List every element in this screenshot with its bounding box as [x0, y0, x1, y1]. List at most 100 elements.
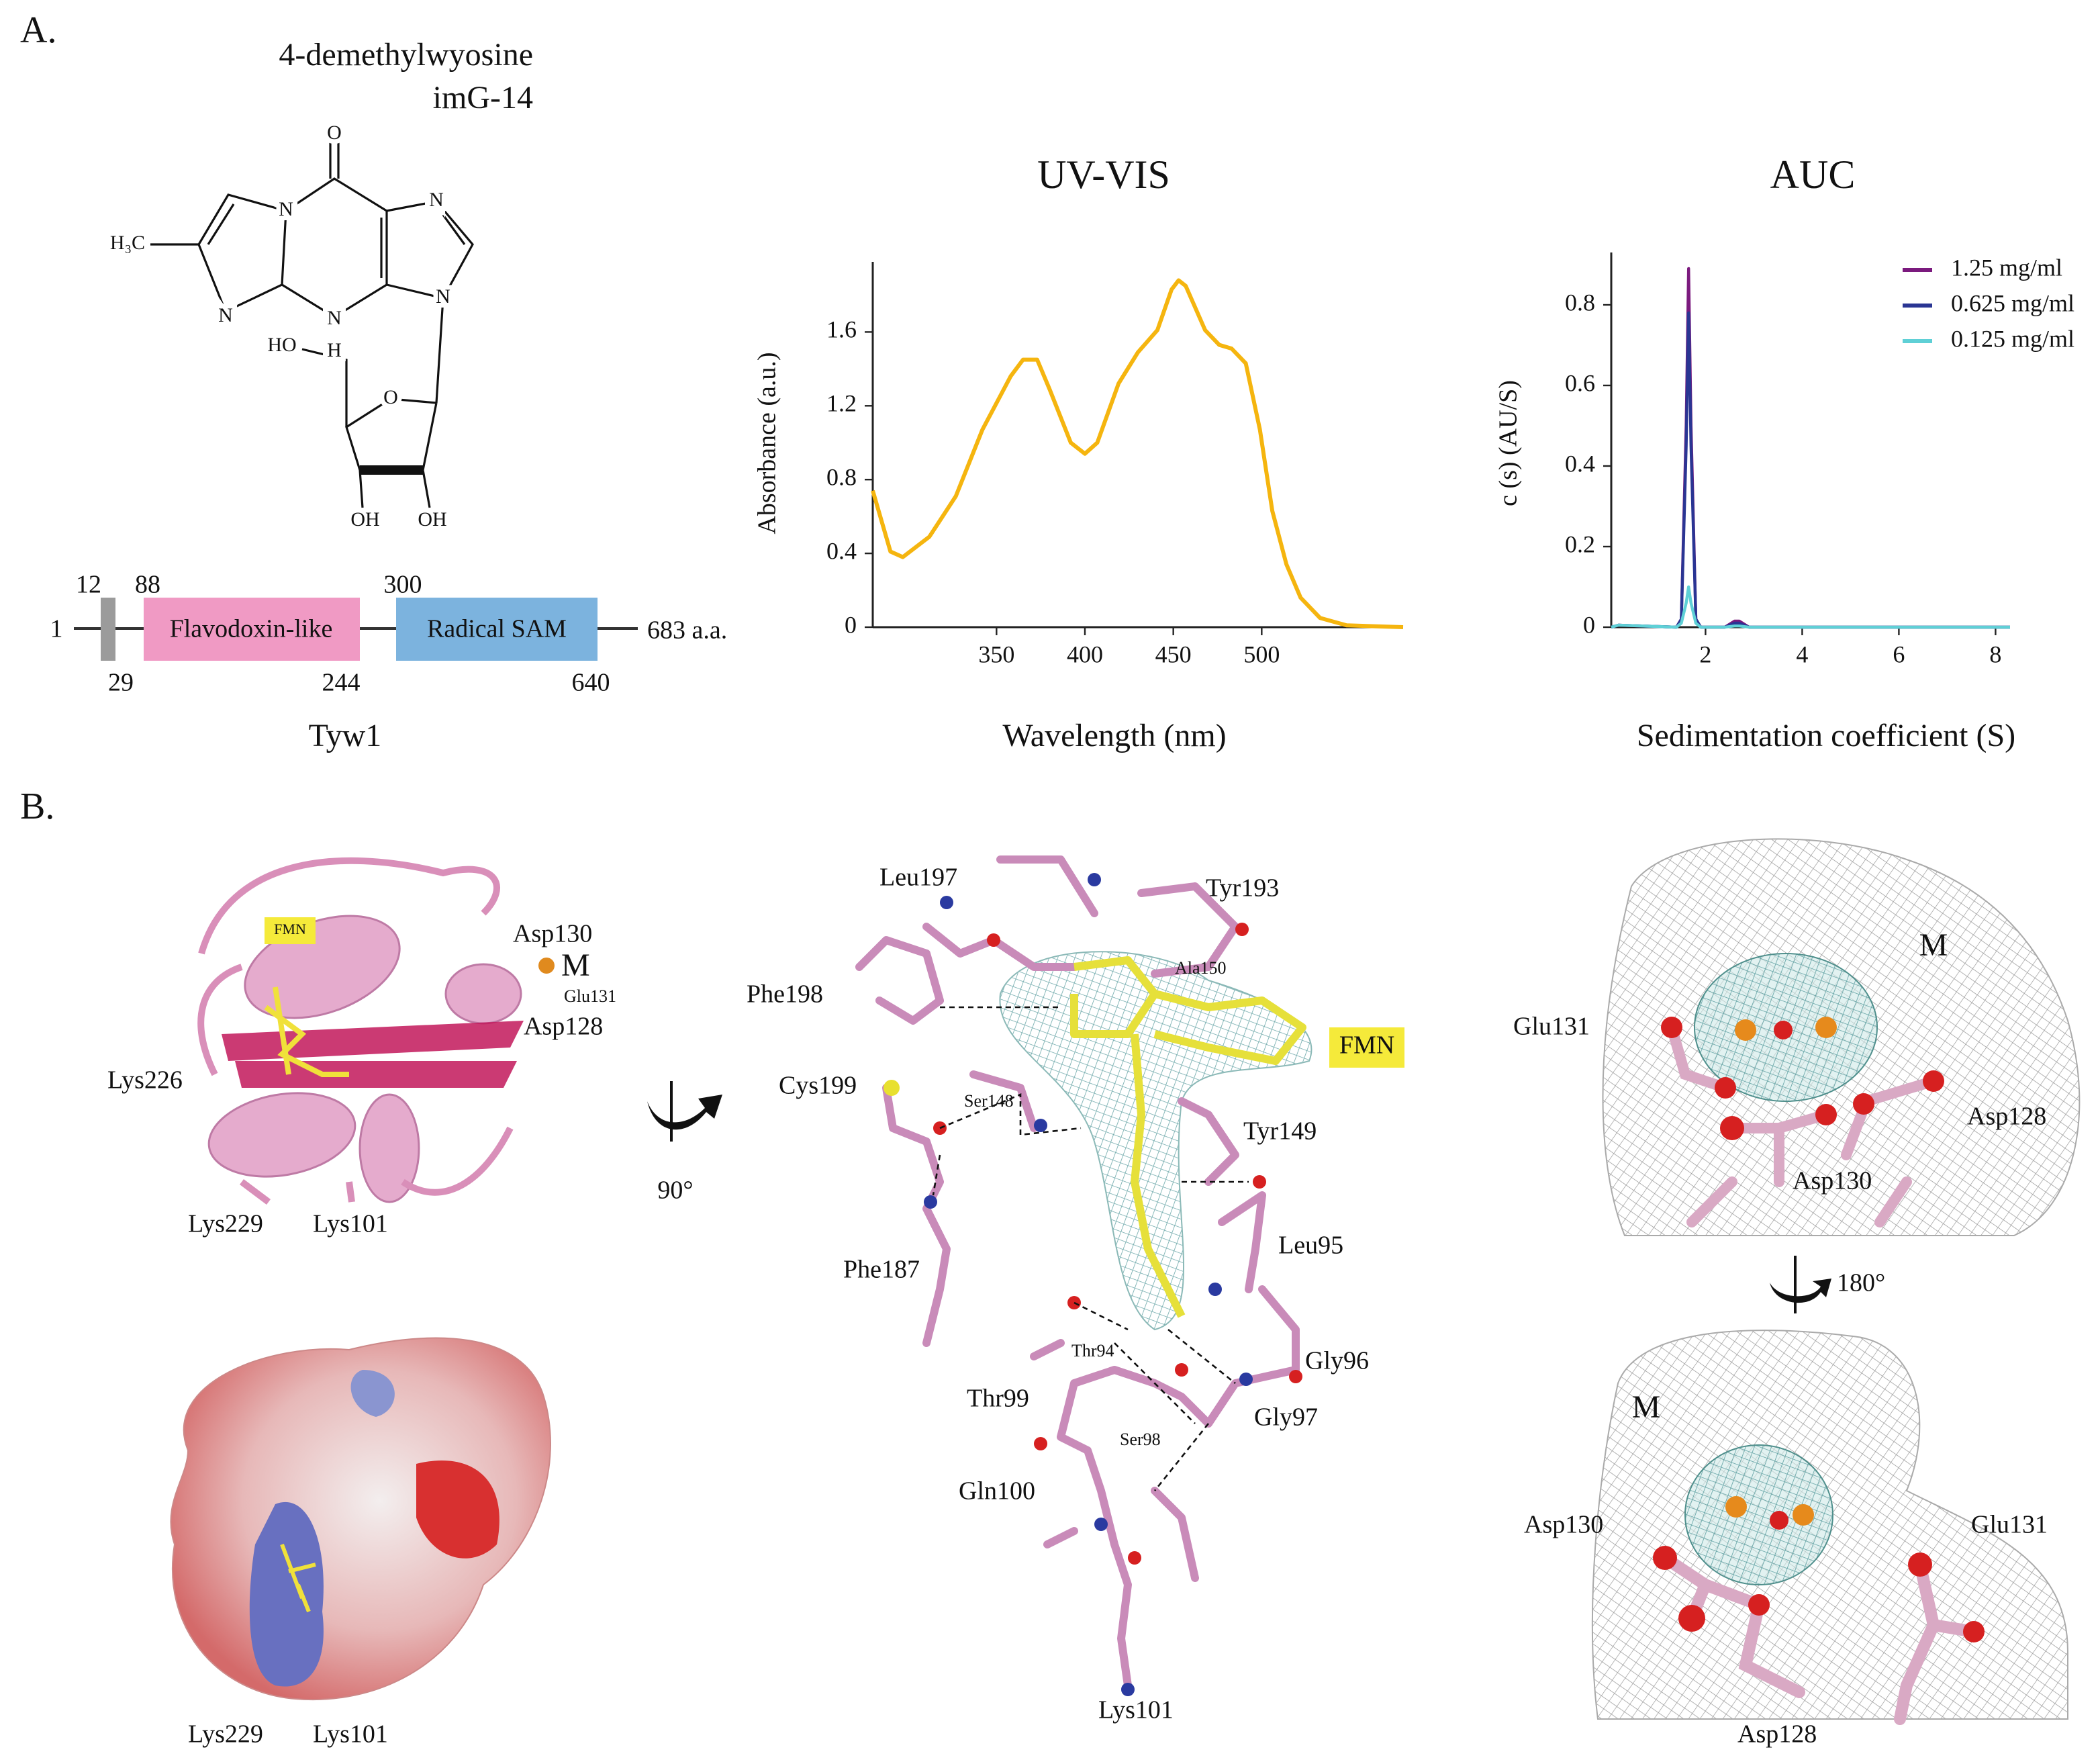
y-tick-label: 0.4	[826, 537, 857, 564]
structure-label: M	[561, 947, 590, 983]
y-tick-label: 0.8	[826, 463, 857, 490]
residue-label: Tyr193	[1206, 874, 1279, 902]
structure-label: Lys229	[188, 1720, 263, 1749]
x-tick-label: 8	[1989, 641, 2001, 667]
domain-start: 300	[384, 571, 422, 599]
panel-label: B.	[20, 786, 54, 827]
cartoon-structure	[197, 857, 555, 1205]
atom: N	[327, 307, 342, 329]
molecule-name: 4-demethylwyosine	[279, 37, 533, 73]
site-label: Glu131	[1971, 1511, 2048, 1539]
structure-label: Lys101	[313, 1210, 388, 1238]
rotation-label: 180°	[1837, 1269, 1885, 1297]
data-line	[1611, 311, 2010, 629]
residue-label: Gly96	[1305, 1347, 1369, 1375]
metal-site-bottom	[1591, 1330, 2068, 1725]
rotation-arrow	[647, 1081, 722, 1142]
seq-end: 683 a.a.	[647, 616, 727, 645]
residue-label: Gly97	[1254, 1403, 1318, 1432]
residue-label: Gln100	[959, 1477, 1035, 1505]
x-tick-label: 6	[1893, 641, 1905, 667]
x-tick-label: 350	[978, 641, 1014, 667]
molecule-code: imG-14	[433, 80, 533, 115]
structure-label: Asp130	[513, 920, 592, 948]
segment-start: 12	[76, 571, 101, 599]
active-site-structure	[855, 855, 1404, 1696]
segment-end: 29	[108, 669, 134, 697]
domain-end: 640	[572, 669, 610, 697]
site-label: M	[1919, 927, 1948, 963]
y-tick-label: 0	[1583, 611, 1595, 638]
x-tick-label: 2	[1699, 641, 1711, 667]
residue-label: Phe198	[747, 980, 823, 1009]
legend-label: 0.125 mg/ml	[1951, 325, 2074, 352]
x-axis-label: Wavelength (nm)	[1002, 718, 1226, 753]
molecule-bonds	[150, 140, 474, 508]
data-line	[1611, 267, 2010, 629]
data-line	[1611, 585, 2010, 629]
y-tick-label: 0.6	[1565, 369, 1595, 396]
y-axis-label: c (s) (AU/S)	[1494, 380, 1523, 506]
structure-label: Lys101	[313, 1720, 388, 1749]
domain-start: 88	[135, 571, 160, 599]
residue-label: Lys101	[1098, 1696, 1174, 1724]
structure-label: Asp128	[524, 1013, 603, 1041]
x-tick-label: 450	[1155, 641, 1192, 667]
seq-start: 1	[50, 615, 63, 643]
y-tick-label: 1.6	[826, 316, 857, 343]
protein-name: Tyw1	[309, 718, 382, 753]
site-label: Asp128	[1967, 1103, 2046, 1131]
x-tick-label: 4	[1796, 641, 1808, 667]
chart-title: AUC	[1770, 152, 1856, 197]
atom: H	[327, 339, 342, 361]
y-tick-label: 0	[845, 611, 857, 638]
atom: OH	[418, 508, 446, 530]
residue-label: Ser98	[1120, 1430, 1161, 1449]
residue-label: FMN	[1339, 1031, 1394, 1060]
data-line	[871, 278, 1404, 629]
atom: O	[327, 122, 342, 144]
domain-end: 244	[322, 669, 361, 697]
residue-label: Leu197	[879, 864, 957, 892]
x-axis-label: Sedimentation coefficient (S)	[1637, 718, 2015, 753]
site-label: Asp130	[1524, 1511, 1603, 1539]
atom: N	[279, 198, 293, 220]
x-tick-label: 500	[1243, 641, 1280, 667]
atom: OH	[350, 508, 379, 530]
atom: N	[436, 285, 450, 308]
y-tick-label: 0.8	[1565, 289, 1595, 316]
structure-label: Lys226	[107, 1066, 183, 1095]
legend-label: 1.25 mg/ml	[1951, 254, 2062, 281]
structure-label: Glu131	[564, 986, 616, 1006]
x-tick-label: 400	[1067, 641, 1103, 667]
residue-label: Thr99	[967, 1385, 1029, 1413]
site-label: M	[1632, 1389, 1661, 1425]
atom: O	[383, 386, 398, 408]
legend-label: 0.625 mg/ml	[1951, 289, 2074, 316]
structure-label: FMN	[274, 921, 306, 937]
site-label: Glu131	[1513, 1013, 1590, 1041]
metal-site-top	[1602, 838, 2081, 1236]
residue-label: Thr94	[1071, 1341, 1114, 1360]
y-tick-label: 1.2	[826, 390, 857, 417]
chart-title: UV-VIS	[1037, 152, 1170, 197]
atom: N	[218, 304, 233, 326]
atom: H₃C	[110, 232, 145, 254]
rotation-label: 90°	[657, 1176, 693, 1205]
y-axis-label: Absorbance (a.u.)	[753, 352, 781, 534]
y-tick-label: 0.4	[1565, 450, 1595, 477]
rotation-arrow	[1770, 1256, 1831, 1313]
atom: N	[429, 189, 444, 211]
residue-label: Leu95	[1278, 1232, 1343, 1260]
residue-label: Phe187	[843, 1256, 920, 1284]
domain-name: Flavodoxin-like	[170, 615, 333, 643]
panel-label: A.	[20, 9, 56, 51]
residue-label: Cys199	[779, 1072, 857, 1100]
residue-label: Ser148	[964, 1091, 1014, 1111]
site-label: Asp130	[1793, 1167, 1872, 1195]
structure-label: Lys229	[188, 1210, 263, 1238]
domain-name: Radical SAM	[427, 615, 567, 643]
y-tick-label: 0.2	[1565, 530, 1595, 557]
